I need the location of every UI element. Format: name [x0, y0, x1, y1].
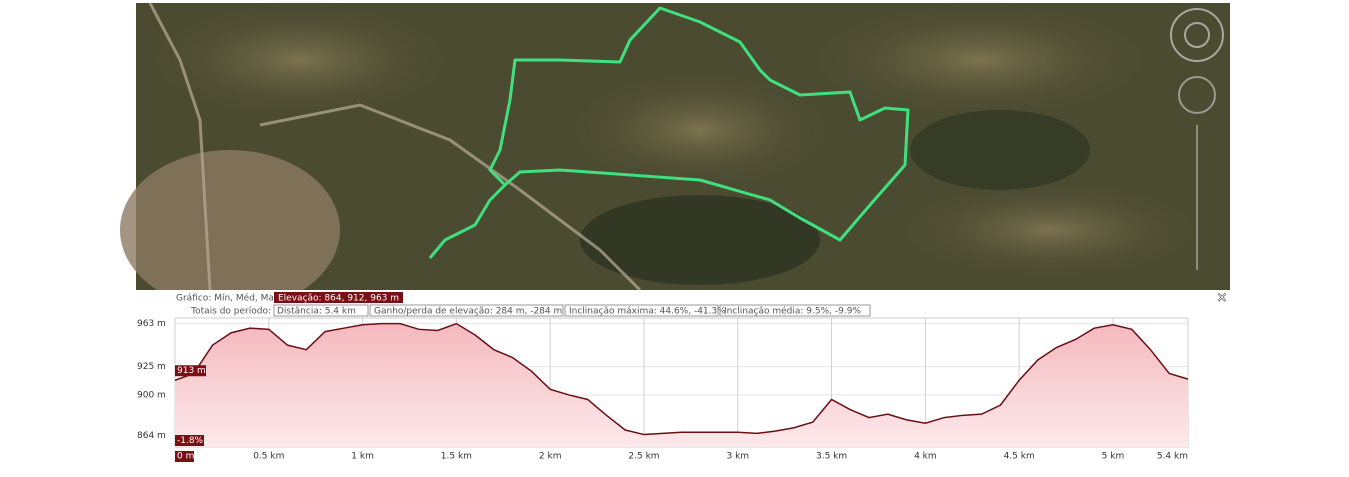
x-tick-label: 3.5 km	[816, 452, 847, 462]
stat-box	[369, 304, 564, 317]
x-tick-label: 1 km	[351, 452, 374, 462]
x-tick-label: 3 km	[726, 452, 749, 462]
chart-mode[interactable]: Gráfico: Mín, Méd, Max	[176, 293, 280, 304]
stat-box	[273, 304, 369, 317]
elevation-summary: Elevação: 864, 912, 963 m	[278, 294, 399, 304]
stat-box	[564, 304, 719, 317]
max-slope: Inclinação máxima: 44.6%, -41.3%	[569, 307, 726, 317]
elevation-box	[274, 292, 403, 303]
start-slope: -1.8%	[177, 436, 204, 446]
totals-label: Totais do período:	[190, 307, 271, 317]
tick-label-box	[175, 451, 194, 462]
x-tick-label: 1.5 km	[441, 452, 472, 462]
x-tick-label: 0 m	[177, 452, 194, 462]
close-button[interactable]: ×	[1216, 290, 1228, 306]
gain-loss: Ganho/perda de elevação: 284 m, -284 m	[374, 307, 562, 317]
stat-box	[719, 304, 871, 317]
slope-label-box	[175, 435, 204, 446]
y-tick-label: 925 m	[137, 362, 166, 372]
y-tick-label: 963 m	[137, 319, 166, 329]
area-fill	[175, 323, 1188, 447]
start-elevation: 913 m	[177, 366, 206, 376]
distance: Distância: 5.4 km	[277, 307, 356, 317]
x-tick-label: 4.5 km	[1004, 452, 1035, 462]
avg-slope: Inclinação média: 9.5%, -9.9%	[724, 306, 861, 317]
y-tick-label: 900 m	[137, 390, 166, 400]
start-label-box	[175, 365, 206, 377]
elevation-line	[174, 322, 1189, 436]
y-tick-label: 864 m	[137, 431, 166, 441]
x-tick-label: 2.5 km	[628, 452, 659, 462]
x-tick-label: 5 km	[1102, 452, 1125, 462]
x-tick-label: 2 km	[539, 452, 562, 462]
x-tick-label: 0.5 km	[253, 452, 284, 462]
x-tick-label: 5.4 km	[1157, 452, 1188, 462]
route	[428, 6, 910, 259]
x-tick-label: 4 km	[914, 452, 937, 462]
navigation-control[interactable]	[1170, 8, 1224, 270]
satellite-map[interactable]	[120, 0, 1230, 310]
